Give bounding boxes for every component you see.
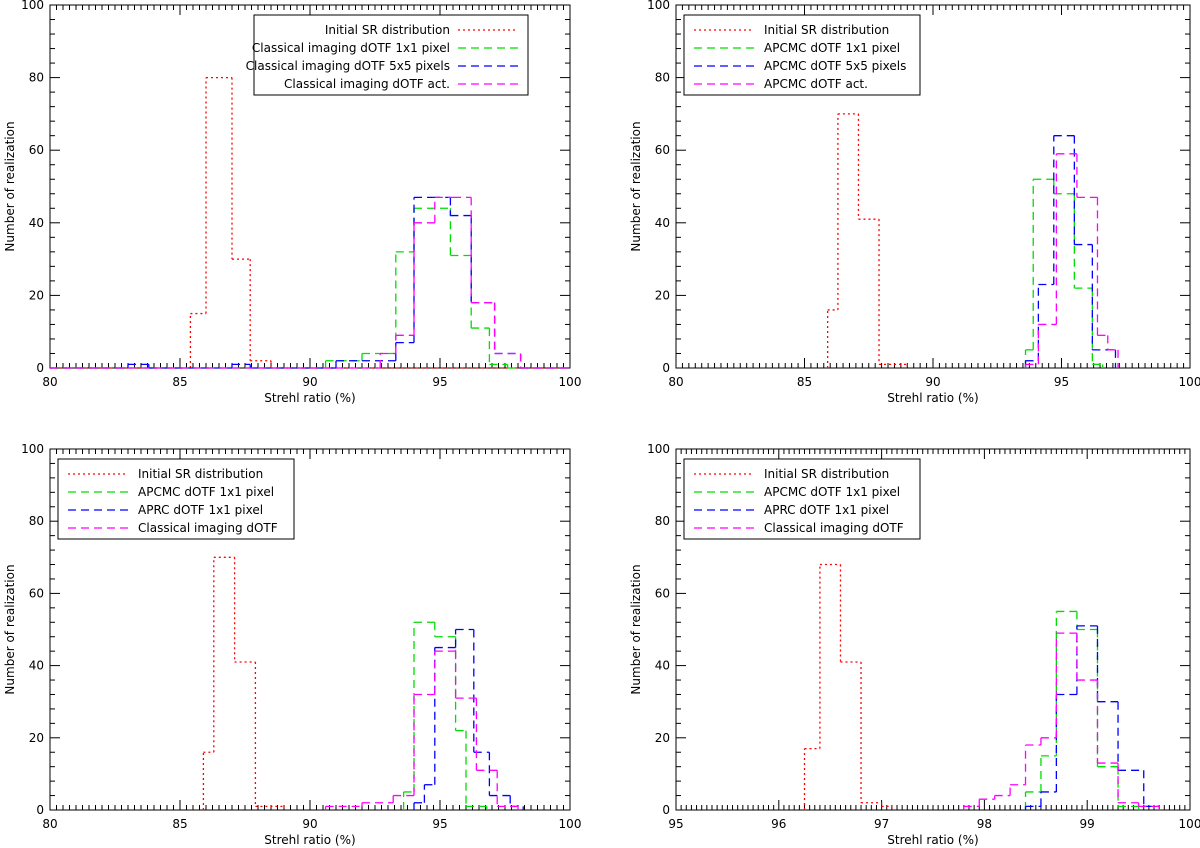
y-tick-label: 100 <box>647 442 670 456</box>
x-tick-label: 80 <box>42 817 57 831</box>
y-tick-label: 0 <box>36 803 44 817</box>
x-axis-title: Strehl ratio (%) <box>887 833 978 847</box>
legend-label: Initial SR distribution <box>325 23 450 37</box>
legend-label: APRC dOTF 1x1 pixel <box>764 503 889 517</box>
legend: Initial SR distribution Classical imaging… <box>246 14 529 96</box>
y-tick-label: 20 <box>655 731 670 745</box>
x-tick-label: 100 <box>1179 375 1200 389</box>
legend-label: Classical imaging dOTF <box>138 521 278 535</box>
y-axis-title: Number of realization <box>629 121 643 251</box>
legend-label: Classical imaging dOTF 5x5 pixels <box>246 59 450 73</box>
x-tick-label: 100 <box>559 817 582 831</box>
legend-label: Initial SR distribution <box>764 23 889 37</box>
y-tick-label: 20 <box>655 288 670 302</box>
y-tick-label: 0 <box>662 803 670 817</box>
histogram-series-2 <box>50 207 570 369</box>
x-tick-label: 97 <box>874 817 889 831</box>
chart-panel-1: 80 85 90 95 100 0 20 40 60 80 100 Strehl ratio (%) N… <box>3 0 581 405</box>
y-tick-label: 60 <box>655 586 670 600</box>
histogram-series-3 <box>1024 625 1160 810</box>
legend-label: APRC dOTF 1x1 pixel <box>138 503 263 517</box>
histogram-series-4 <box>963 632 1160 810</box>
chart-panel-3: 80 85 90 95 100 0 20 40 60 80 100 Strehl ratio (%) N… <box>3 442 581 847</box>
y-axis-title: Number of realization <box>3 121 17 251</box>
x-tick-label: 96 <box>771 817 786 831</box>
legend-box <box>57 458 295 540</box>
y-tick-label: 40 <box>655 216 670 230</box>
legend-label: Initial SR distribution <box>138 467 263 481</box>
histogram-series-1 <box>50 76 570 369</box>
legend: Initial SR distribution APCMC dOTF 1x1 pi… <box>683 458 921 540</box>
legend-box <box>253 14 529 96</box>
y-tick-label: 0 <box>662 361 670 375</box>
histogram-series-4 <box>50 196 570 369</box>
legend-box <box>683 14 921 96</box>
legend-label: Classical imaging dOTF act. <box>284 77 450 91</box>
y-tick-label: 40 <box>29 659 44 673</box>
y-tick-label: 40 <box>655 659 670 673</box>
x-axis-title: Strehl ratio (%) <box>264 391 355 405</box>
legend-label: APCMC dOTF 5x5 pixels <box>764 59 906 73</box>
y-tick-label: 20 <box>29 288 44 302</box>
legend-label: Classical imaging dOTF 1x1 pixel <box>252 41 450 55</box>
x-tick-label: 90 <box>302 817 317 831</box>
y-tick-label: 0 <box>36 361 44 375</box>
y-tick-label: 100 <box>21 0 44 12</box>
histogram-series-1 <box>803 563 893 810</box>
x-tick-label: 100 <box>559 375 582 389</box>
x-tick-label: 95 <box>668 817 683 831</box>
legend: Initial SR distribution APCMC dOTF 1x1 pi… <box>57 458 295 540</box>
x-tick-label: 95 <box>432 375 447 389</box>
histogram-series-2 <box>1024 178 1104 368</box>
legend: Initial SR distribution APCMC dOTF 1x1 pi… <box>683 14 921 96</box>
y-tick-label: 20 <box>29 731 44 745</box>
y-tick-label: 100 <box>21 442 44 456</box>
y-tick-label: 80 <box>29 71 44 85</box>
y-axis-title: Number of realization <box>3 564 17 694</box>
x-tick-label: 85 <box>172 817 187 831</box>
x-axis-title: Strehl ratio (%) <box>264 833 355 847</box>
x-tick-label: 100 <box>1179 817 1200 831</box>
x-tick-label: 90 <box>302 375 317 389</box>
x-tick-label: 95 <box>1054 375 1069 389</box>
y-axis-title: Number of realization <box>629 564 643 694</box>
y-tick-label: 80 <box>655 71 670 85</box>
legend-label: APCMC dOTF act. <box>764 77 868 91</box>
histogram-series-1 <box>826 113 908 368</box>
y-tick-label: 100 <box>647 0 670 12</box>
histogram-series-2 <box>1024 610 1140 810</box>
legend-label: APCMC dOTF 1x1 pixel <box>138 485 274 499</box>
x-tick-label: 95 <box>432 817 447 831</box>
chart-panel-2: 80 85 90 95 100 0 20 40 60 80 100 Strehl ratio (%) N… <box>629 0 1200 405</box>
legend-label: APCMC dOTF 1x1 pixel <box>764 485 900 499</box>
histogram-series-4 <box>324 650 519 810</box>
legend-label: Classical imaging dOTF <box>764 521 904 535</box>
y-tick-label: 80 <box>29 514 44 528</box>
histogram-series-4 <box>1024 153 1119 368</box>
x-tick-label: 98 <box>977 817 992 831</box>
histogram-series-1 <box>202 556 285 810</box>
legend-label: APCMC dOTF 1x1 pixel <box>764 41 900 55</box>
x-axis-title: Strehl ratio (%) <box>887 391 978 405</box>
x-tick-label: 99 <box>1080 817 1095 831</box>
histogram-series-3 <box>413 628 524 810</box>
chart-panel-4: 95 96 97 98 99 100 0 20 40 60 80 100 Strehl ratio (%… <box>629 442 1200 847</box>
y-tick-label: 40 <box>29 216 44 230</box>
histogram-series-3 <box>50 196 570 369</box>
y-tick-label: 80 <box>655 514 670 528</box>
y-tick-label: 60 <box>29 586 44 600</box>
x-tick-label: 85 <box>797 375 812 389</box>
x-tick-label: 80 <box>668 375 683 389</box>
legend-label: Initial SR distribution <box>764 467 889 481</box>
legend-box <box>683 458 921 540</box>
x-tick-label: 80 <box>42 375 57 389</box>
x-tick-label: 85 <box>172 375 187 389</box>
x-tick-label: 90 <box>925 375 940 389</box>
y-tick-label: 60 <box>655 143 670 157</box>
y-tick-label: 60 <box>29 143 44 157</box>
